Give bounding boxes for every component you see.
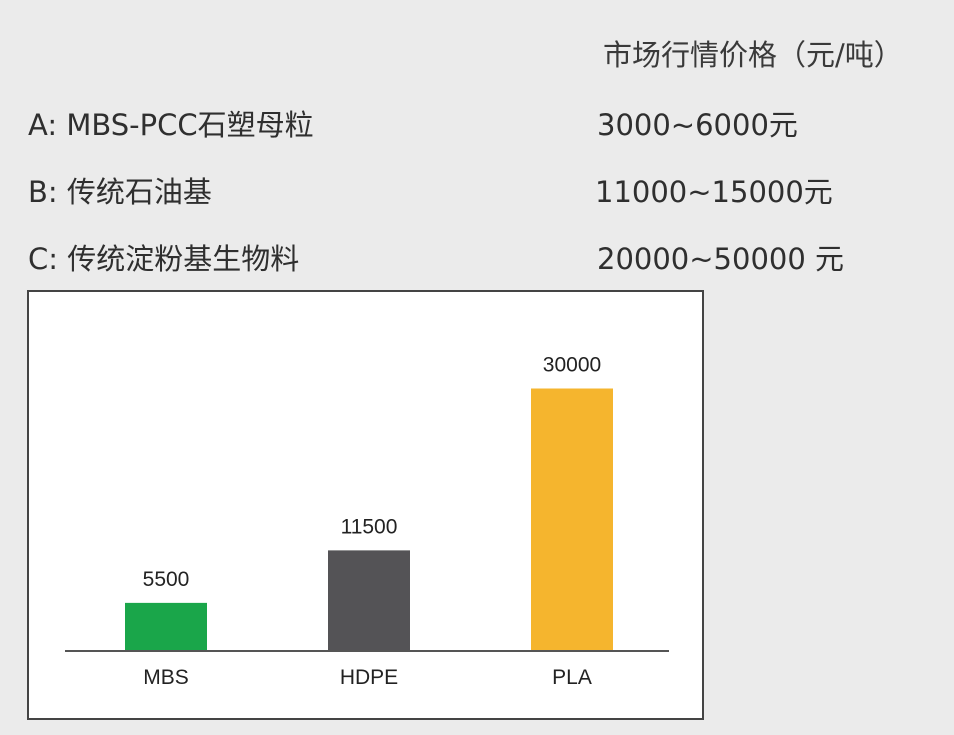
- material-row-b: B: 传统石油基 11000~15000元: [28, 169, 928, 213]
- material-name: C: 传统淀粉基生物料: [28, 242, 300, 276]
- bar-hdpe: [328, 550, 410, 651]
- data-label-mbs: 5500: [143, 568, 190, 591]
- price-column-title: 市场行情价格（元/吨）: [603, 38, 903, 72]
- bar-chart: 5500 MBS 11500 HDPE 30000 PLA: [65, 354, 669, 689]
- category-label-pla: PLA: [552, 666, 592, 689]
- bar-mbs: [125, 602, 207, 651]
- bar-pla: [531, 388, 613, 651]
- bar-chart-panel: 5500 MBS 11500 HDPE 30000 PLA: [27, 290, 704, 720]
- material-name: B: 传统石油基: [28, 175, 212, 209]
- material-row-a: A: MBS-PCC石塑母粒 3000~6000元: [28, 102, 928, 146]
- material-name: A: MBS-PCC石塑母粒: [28, 108, 314, 142]
- material-price: 3000~6000元: [597, 108, 798, 142]
- category-label-hdpe: HDPE: [340, 666, 398, 689]
- category-label-mbs: MBS: [143, 666, 189, 689]
- material-row-c: C: 传统淀粉基生物料 20000~50000 元: [28, 236, 928, 280]
- material-price: 20000~50000 元: [597, 242, 845, 276]
- data-label-pla: 30000: [543, 354, 601, 377]
- material-price: 11000~15000元: [595, 175, 833, 209]
- data-label-hdpe: 11500: [341, 515, 398, 538]
